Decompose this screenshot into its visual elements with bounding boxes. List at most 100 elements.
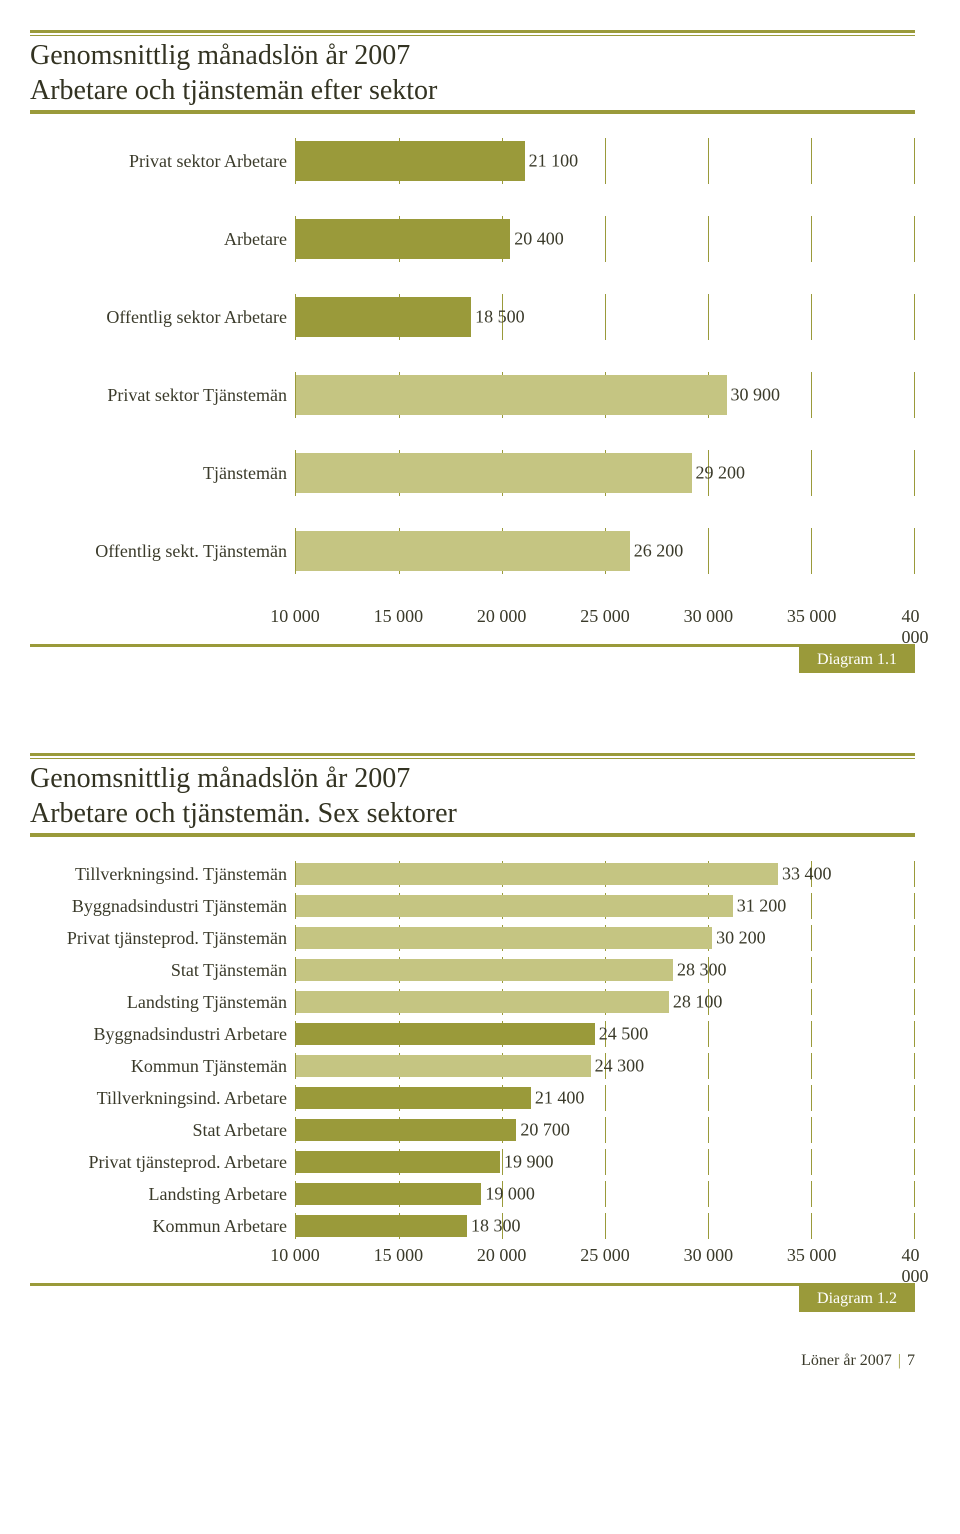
bar-category-label: Privat tjänsteprod. Arbetare: [30, 1149, 295, 1175]
x-tick-label: 20 000: [477, 1245, 527, 1266]
rule2-bottom-thick: [30, 834, 915, 837]
chart-row: Arbetare20 400: [30, 216, 915, 262]
plot-area: 26 200: [295, 528, 915, 574]
bar-category-label: Stat Arbetare: [30, 1117, 295, 1143]
bar-category-label: Landsting Tjänstemän: [30, 989, 295, 1015]
page-footer: Löner år 2007 | 7: [30, 1352, 915, 1370]
chart-row: Privat tjänsteprod. Arbetare 19 900: [30, 1149, 915, 1175]
chart-1-title: Genomsnittlig månadslön år 2007 Arbetare…: [30, 38, 915, 108]
gridline: [811, 989, 812, 1015]
x-tick-label: 35 000: [787, 606, 837, 627]
chart-row: Kommun Arbetare18 300: [30, 1213, 915, 1239]
bar: [296, 1151, 500, 1173]
plot-area: 21 400: [295, 1085, 915, 1111]
x-tick-label: 30 000: [684, 1245, 734, 1266]
plot-area: 18 500: [295, 294, 915, 340]
chart-2-title-line-0: Genomsnittlig månadslön år 2007: [30, 763, 410, 794]
bar-value-label: 21 100: [529, 151, 579, 172]
gridline: [708, 1021, 709, 1047]
plot-area: 21 100: [295, 138, 915, 184]
plot-area: 20 400: [295, 216, 915, 262]
chart-row: Offentlig sekt. Tjänstemän26 200: [30, 528, 915, 574]
bar-category-label: Byggnadsindustri Tjänstemän: [30, 893, 295, 919]
bar-value-label: 19 900: [504, 1152, 554, 1173]
chart-row: Landsting Arbetare19 000: [30, 1181, 915, 1207]
x-tick-label: 10 000: [270, 1245, 320, 1266]
bar-value-label: 30 200: [716, 928, 766, 949]
gridline: [811, 138, 812, 184]
x-tick-label: 15 000: [374, 1245, 424, 1266]
chart-row: Stat Tjänstemän28 300: [30, 957, 915, 983]
bar-category-label: Tillverkningsind. Tjänstemän: [30, 861, 295, 887]
chart-1-tag: Diagram 1.1: [799, 647, 915, 673]
chart-2-panel: Genomsnittlig månadslön år 2007 Arbetare…: [30, 753, 915, 1312]
chart-row: Tillverkningsind. Tjänstemän 33 400: [30, 861, 915, 887]
plot-area: 29 200: [295, 450, 915, 496]
bar-value-label: 30 900: [731, 385, 781, 406]
plot-area: 24 300: [295, 1053, 915, 1079]
bar-category-label: Privat sektor Arbetare: [30, 138, 295, 184]
bar: [296, 927, 712, 949]
x-tick-label: 40 000: [902, 1245, 929, 1287]
gridline: [811, 528, 812, 574]
bar: [296, 453, 692, 493]
bar-value-label: 18 500: [475, 307, 525, 328]
gridline: [811, 216, 812, 262]
bar-value-label: 33 400: [782, 864, 832, 885]
plot-area: 33 400: [295, 861, 915, 887]
bar-category-label: Byggnadsindustri Arbetare: [30, 1021, 295, 1047]
plot-area: 28 300: [295, 957, 915, 983]
bar: [296, 1055, 591, 1077]
chart-2-tag: Diagram 1.2: [799, 1286, 915, 1312]
chart-1-panel: Genomsnittlig månadslön år 2007 Arbetare…: [30, 30, 915, 673]
bar: [296, 141, 525, 181]
gridline: [708, 528, 709, 574]
gridline: [605, 216, 606, 262]
bar-category-label: Offentlig sekt. Tjänstemän: [30, 528, 295, 574]
gridline: [811, 925, 812, 951]
footer-text: Löner år 2007: [801, 1352, 892, 1370]
x-tick-label: 25 000: [580, 1245, 630, 1266]
bar-category-label: Landsting Arbetare: [30, 1181, 295, 1207]
bar: [296, 1023, 595, 1045]
gridline: [605, 138, 606, 184]
gridline: [708, 216, 709, 262]
x-tick-label: 15 000: [374, 606, 424, 627]
bar: [296, 375, 727, 415]
gridline: [708, 294, 709, 340]
plot-area: 19 900: [295, 1149, 915, 1175]
gridline: [605, 1085, 606, 1111]
gridline: [811, 1053, 812, 1079]
bar: [296, 1215, 467, 1237]
bar-category-label: Kommun Arbetare: [30, 1213, 295, 1239]
bar-category-label: Arbetare: [30, 216, 295, 262]
bar-value-label: 24 300: [595, 1056, 645, 1077]
gridline: [811, 1213, 812, 1239]
plot-area: 30 900: [295, 372, 915, 418]
bar: [296, 219, 510, 259]
bar-category-label: Tillverkningsind. Arbetare: [30, 1085, 295, 1111]
chart-row: Tjänstemän29 200: [30, 450, 915, 496]
chart-row: Landsting Tjänstemän28 100: [30, 989, 915, 1015]
gridline: [605, 1117, 606, 1143]
x-tick-label: 35 000: [787, 1245, 837, 1266]
chart-row: Offentlig sektor Arbetare18 500: [30, 294, 915, 340]
gridline: [811, 372, 812, 418]
bar: [296, 991, 669, 1013]
gridline: [811, 450, 812, 496]
rule-bottom-thick: [30, 111, 915, 114]
gridline: [811, 294, 812, 340]
chart-2-plot: Tillverkningsind. Tjänstemän 33 400 Byggna…: [30, 861, 915, 1273]
rule2-top-thin: [30, 758, 915, 759]
gridline: [811, 957, 812, 983]
gridline: [811, 893, 812, 919]
plot-area: 19 000: [295, 1181, 915, 1207]
gridline: [708, 1117, 709, 1143]
gridline: [605, 1181, 606, 1207]
bar-category-label: Privat tjänsteprod. Tjänstemän: [30, 925, 295, 951]
chart-row: Privat sektor Tjänstemän30 900: [30, 372, 915, 418]
bar-value-label: 20 700: [520, 1120, 570, 1141]
gridline: [811, 1149, 812, 1175]
bar: [296, 531, 630, 571]
gridline: [605, 294, 606, 340]
